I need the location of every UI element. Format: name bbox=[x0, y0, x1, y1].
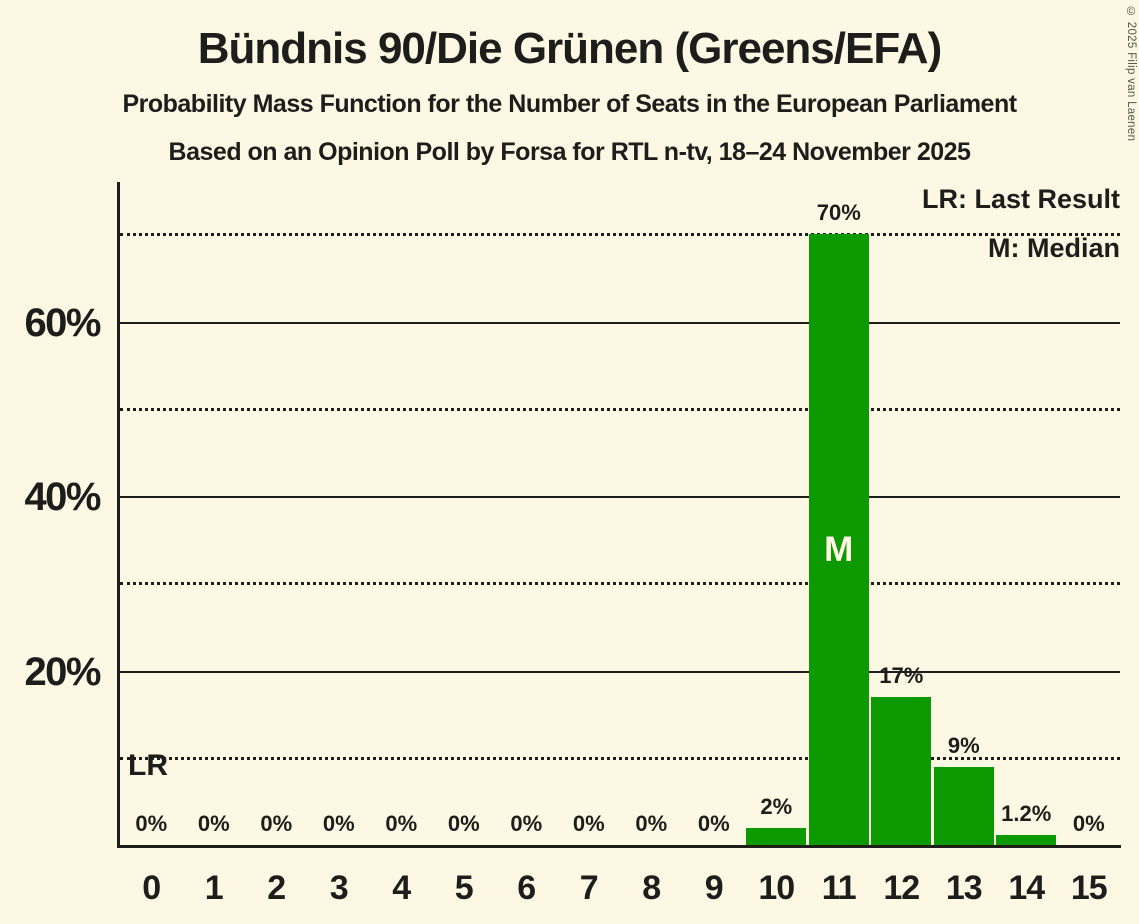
plot-area: LR M 0% 0% 0% 0% 0% 0% 0% 0% 0% 0% 2% 70% 17% 9% 1.2% 0… bbox=[120, 182, 1120, 845]
bar-value-label-seats-4: 0% bbox=[385, 811, 418, 836]
x-axis-label-6: 6 bbox=[517, 869, 536, 907]
gridline-60pct-solid bbox=[120, 321, 1120, 324]
x-axis-label-13: 13 bbox=[945, 869, 983, 907]
x-axis-label-8: 8 bbox=[642, 869, 661, 907]
gridline-40pct-solid bbox=[120, 496, 1120, 499]
x-axis-label-10: 10 bbox=[758, 869, 795, 907]
x-axis-label-14: 14 bbox=[1008, 869, 1045, 907]
bar-value-label-seats-0: 0% bbox=[135, 811, 168, 836]
bar-value-label-seats-10: 2% bbox=[760, 793, 793, 819]
bar-value-label-seats-12: 17% bbox=[879, 662, 924, 688]
x-axis-label-1: 1 bbox=[204, 869, 224, 907]
x-axis-label-7: 7 bbox=[579, 869, 599, 907]
gridline-30pct-dotted bbox=[120, 582, 1120, 586]
x-axis-tick-labels: 0 1 2 3 4 5 6 7 8 9 10 11 12 13 14 15 bbox=[0, 868, 1139, 912]
chart-subtitle: Probability Mass Function for the Number… bbox=[122, 90, 1017, 118]
bar-seats-13 bbox=[933, 766, 994, 845]
gridline-70pct-dotted bbox=[120, 233, 1120, 237]
bar-seats-14 bbox=[996, 834, 1056, 845]
bar-value-label-seats-2: 0% bbox=[260, 811, 293, 836]
y-axis-label-40pct: 40% bbox=[24, 475, 101, 520]
y-axis-label-20pct: 20% bbox=[24, 649, 101, 694]
x-axis-label-4: 4 bbox=[392, 869, 411, 907]
last-result-annotation: LR bbox=[128, 748, 168, 782]
chart-title: Bündnis 90/Die Grünen (Greens/EFA) bbox=[197, 24, 942, 73]
bar-value-label-seats-1: 0% bbox=[197, 811, 230, 836]
legend-last-result-label: LR: Last Result bbox=[921, 184, 1120, 214]
y-axis-label-60pct: 60% bbox=[24, 300, 101, 345]
bar-value-label-seats-14: 1.2% bbox=[1001, 800, 1052, 826]
bar-value-label-seats-9: 0% bbox=[697, 811, 730, 836]
x-axis-line bbox=[117, 845, 1121, 848]
bar-value-label-seats-13: 9% bbox=[947, 732, 980, 758]
gridline-20pct-solid bbox=[120, 670, 1120, 673]
x-axis-label-5: 5 bbox=[454, 869, 474, 907]
x-axis-label-9: 9 bbox=[704, 869, 724, 907]
bar-value-label-seats-6: 0% bbox=[510, 811, 543, 836]
legend-median-label: M: Median bbox=[988, 233, 1120, 263]
x-axis-label-12: 12 bbox=[883, 869, 920, 907]
x-axis-label-11: 11 bbox=[821, 869, 857, 907]
gridline-10pct-dotted bbox=[120, 756, 1120, 760]
bar-value-label-seats-7: 0% bbox=[572, 811, 605, 836]
bar-value-label-seats-11: 70% bbox=[816, 200, 861, 226]
x-axis-label-2: 2 bbox=[267, 869, 286, 907]
bar-value-label-seats-3: 0% bbox=[322, 811, 355, 836]
bar-value-label-seats-15: 0% bbox=[1072, 811, 1105, 836]
bar-seats-10 bbox=[746, 827, 806, 845]
median-annotation: M bbox=[824, 530, 854, 569]
bar-value-label-seats-8: 0% bbox=[635, 811, 668, 836]
x-axis-label-0: 0 bbox=[142, 869, 161, 907]
bar-seats-12 bbox=[871, 696, 931, 845]
bar-seats-11 bbox=[808, 234, 869, 845]
bar-value-label-seats-5: 0% bbox=[447, 811, 480, 836]
x-axis-label-3: 3 bbox=[329, 869, 349, 907]
y-axis-line bbox=[117, 182, 120, 848]
x-axis-label-15: 15 bbox=[1070, 869, 1108, 907]
gridline-50pct-dotted bbox=[120, 407, 1120, 411]
chart-source-line: Based on an Opinion Poll by Forsa for RT… bbox=[168, 138, 971, 166]
copyright-notice: © 2025 Filip van Laenen bbox=[1125, 6, 1137, 142]
